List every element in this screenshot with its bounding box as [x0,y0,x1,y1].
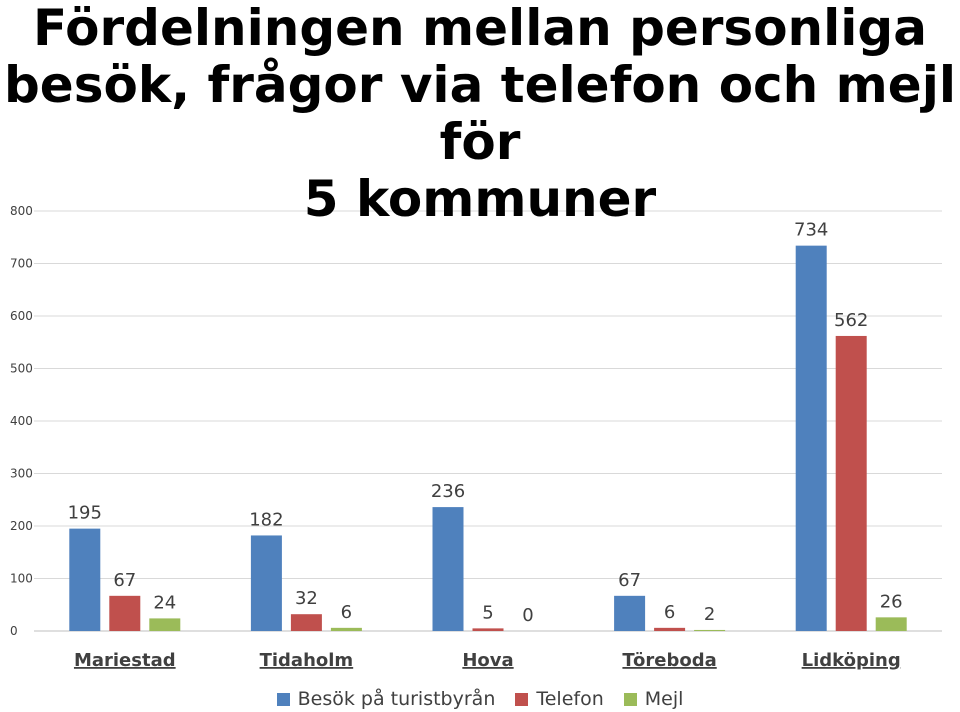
gridlines [34,210,942,632]
legend-label-telefon: Telefon [536,688,604,710]
data-label: 2 [704,604,715,625]
y-tick-label: 600 [10,309,33,323]
bar-Lidköping-Telefon [835,335,867,631]
data-label: 182 [249,509,283,530]
data-label: 6 [664,602,675,623]
legend-swatch-besok [276,692,290,706]
chart-title-line-1: Fördelningen mellan personliga [33,0,927,57]
data-label: 195 [68,503,102,524]
y-tick-label: 300 [10,467,33,481]
bars [69,245,907,631]
x-category-label: Töreboda [622,650,716,671]
bar-Töreboda-Telefon [654,627,686,631]
bar-Tidaholm-Besök på turistbyrån [250,535,282,631]
bar-Töreboda-Mejl [694,629,726,631]
bar-Mariestad-Besök på turistbyrån [69,528,101,631]
y-tick-label: 0 [10,624,18,638]
bar-Lidköping-Besök på turistbyrån [795,245,827,631]
x-category-label: Lidköping [802,650,901,671]
data-label: 32 [295,588,318,609]
bar-Lidköping-Mejl [875,617,907,631]
data-label: 0 [522,605,533,626]
legend-item-telefon: Telefon [515,688,604,710]
bar-Mariestad-Mejl [149,618,181,631]
data-label: 562 [834,310,868,331]
bar-Mariestad-Telefon [109,595,141,631]
legend: Besök på turistbyrån Telefon Mejl [0,688,960,710]
y-axis: 0 100 200 300 400 500 600 700 800 [10,204,33,638]
x-category-label: Tidaholm [260,650,354,671]
data-label: 24 [153,592,176,613]
legend-label-mejl: Mejl [644,688,684,710]
bar-Tidaholm-Mejl [330,627,362,631]
y-tick-label: 400 [10,414,33,428]
x-category-label: Mariestad [74,650,176,671]
data-label: 67 [618,570,641,591]
data-label: 67 [113,570,136,591]
x-category-label: Hova [462,650,513,671]
bar-Töreboda-Besök på turistbyrån [614,595,646,631]
bar-Hova-Besök på turistbyrån [432,507,464,631]
y-tick-label: 200 [10,519,33,533]
data-label: 26 [880,591,903,612]
data-labels: 195 67 24 182 32 6 236 5 0 67 6 2 734 562 26 [68,220,903,626]
data-label: 6 [341,602,352,623]
bar-Hova-Telefon [472,628,504,631]
data-label: 236 [431,481,465,502]
legend-swatch-telefon [515,692,529,706]
y-tick-label: 800 [10,204,33,218]
chart-title-line-2: besök, frågor via telefon och mejl för [4,56,956,171]
legend-item-besok: Besök på turistbyrån [276,688,496,710]
legend-swatch-mejl [623,692,637,706]
chart-title: Fördelningen mellan personliga besök, fr… [0,0,960,228]
x-axis: Mariestad Tidaholm Hova Töreboda Lidköping [74,650,901,671]
data-label: 5 [482,602,493,623]
legend-item-mejl: Mejl [623,688,684,710]
chart-title-line-3: 5 kommuner [303,170,657,228]
bar-Tidaholm-Telefon [290,614,322,631]
y-tick-label: 700 [10,257,33,271]
data-label: 734 [794,220,828,241]
y-tick-label: 500 [10,362,33,376]
y-tick-label: 100 [10,572,33,586]
legend-label-besok: Besök på turistbyrån [297,688,496,710]
